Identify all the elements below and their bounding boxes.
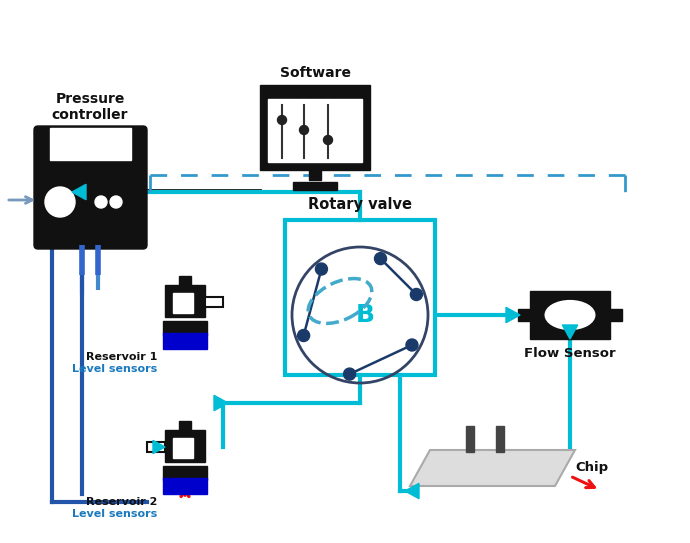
Bar (205, 297, 223, 307)
Bar (293, 182, 337, 190)
Bar (165, 285, 205, 317)
Polygon shape (405, 483, 419, 498)
Bar (50, 128, 131, 160)
Circle shape (299, 125, 308, 135)
Bar (610, 309, 622, 321)
Circle shape (95, 196, 107, 208)
Circle shape (297, 330, 310, 342)
Text: B: B (355, 303, 375, 327)
Polygon shape (153, 440, 165, 453)
Text: Rotary valve: Rotary valve (308, 197, 412, 212)
Text: Pressure
controller: Pressure controller (52, 92, 128, 122)
Text: Chip: Chip (575, 462, 608, 475)
FancyBboxPatch shape (34, 126, 147, 249)
Text: Level sensors: Level sensors (72, 364, 157, 374)
Circle shape (406, 339, 418, 351)
Text: Level sensors: Level sensors (72, 509, 157, 519)
Bar (268, 99, 362, 162)
Circle shape (411, 288, 422, 300)
Bar (147, 442, 165, 452)
Ellipse shape (545, 301, 595, 330)
Circle shape (110, 196, 122, 208)
Bar (173, 293, 193, 313)
Bar (173, 438, 193, 458)
Polygon shape (214, 395, 228, 411)
Circle shape (375, 252, 386, 264)
Bar (530, 291, 610, 339)
Polygon shape (562, 325, 578, 339)
Text: Flow Sensor: Flow Sensor (524, 347, 615, 360)
Polygon shape (506, 307, 520, 323)
Bar (466, 426, 474, 452)
Bar (260, 85, 370, 170)
Circle shape (324, 136, 333, 144)
Bar (163, 321, 207, 335)
Bar (179, 276, 191, 290)
Polygon shape (72, 184, 86, 200)
Bar (179, 421, 191, 435)
Polygon shape (410, 450, 575, 486)
Text: Reservoir 1: Reservoir 1 (86, 352, 157, 362)
Bar (518, 309, 530, 321)
Bar (285, 220, 435, 375)
Bar (309, 170, 321, 180)
Bar (165, 430, 205, 462)
Bar (163, 478, 207, 494)
Circle shape (315, 263, 328, 275)
Circle shape (45, 187, 75, 217)
Circle shape (344, 368, 355, 380)
Bar (163, 466, 207, 480)
Bar (163, 333, 207, 349)
Text: Reservoir 2: Reservoir 2 (86, 497, 157, 507)
Circle shape (277, 116, 286, 124)
Bar (496, 426, 504, 452)
Text: Software: Software (279, 66, 351, 80)
